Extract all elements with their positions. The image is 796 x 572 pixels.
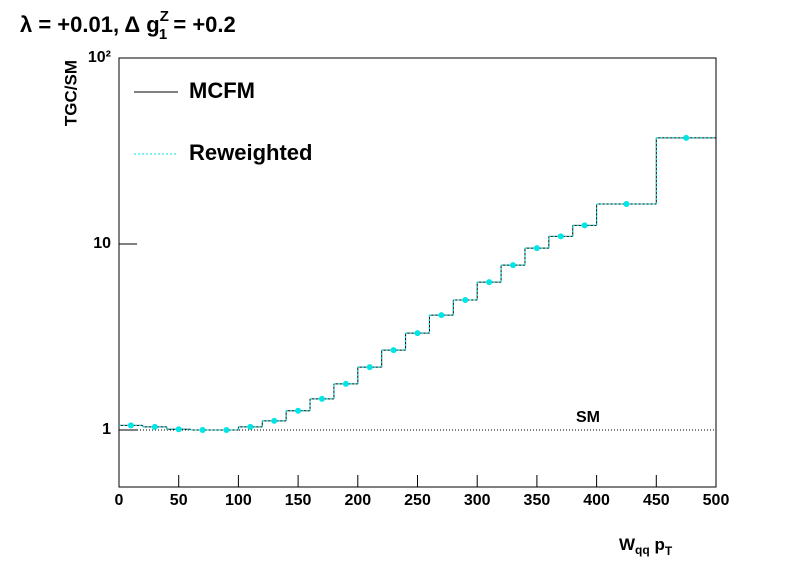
marker xyxy=(623,201,630,208)
marker xyxy=(683,134,690,141)
title-sub: 1 xyxy=(159,26,167,43)
marker xyxy=(175,426,182,433)
marker xyxy=(223,427,230,434)
marker xyxy=(510,262,517,269)
xlabel-sub: T xyxy=(665,544,673,558)
legend-label: Reweighted xyxy=(189,140,312,165)
y-tick-label: 10² xyxy=(88,49,111,66)
x-tick-label: 0 xyxy=(115,492,124,509)
marker xyxy=(199,427,206,434)
xlabel-part: W xyxy=(619,535,636,554)
title-part: λ = +0.01, Δ g xyxy=(20,12,160,37)
x-tick-label: 200 xyxy=(344,492,371,509)
marker xyxy=(390,347,397,354)
title-sup: Z xyxy=(160,8,169,25)
marker xyxy=(438,312,445,319)
marker xyxy=(366,364,373,371)
marker xyxy=(342,380,349,387)
x-tick-label: 350 xyxy=(524,492,551,509)
chart-title: λ = +0.01, Δ gZ 1 = +0.2 xyxy=(20,8,236,43)
x-tick-label: 100 xyxy=(225,492,252,509)
reference-label: SM xyxy=(576,409,600,426)
x-tick-label: 450 xyxy=(643,492,670,509)
marker xyxy=(557,233,564,240)
x-tick-label: 150 xyxy=(285,492,312,509)
marker xyxy=(462,297,469,304)
y-axis-label: TGC/SM xyxy=(61,60,80,126)
y-tick-label: 10 xyxy=(93,235,111,252)
x-tick-label: 50 xyxy=(170,492,188,509)
marker xyxy=(486,279,493,286)
title-part: = +0.2 xyxy=(167,12,236,37)
x-tick-label: 500 xyxy=(703,492,730,509)
marker xyxy=(414,330,421,337)
marker xyxy=(533,245,540,252)
y-tick-label: 1 xyxy=(102,421,111,438)
marker xyxy=(151,423,158,430)
xlabel-part: p xyxy=(650,535,665,554)
x-tick-label: 400 xyxy=(583,492,610,509)
marker xyxy=(318,395,325,402)
x-tick-label: 250 xyxy=(404,492,431,509)
marker xyxy=(271,417,278,424)
marker xyxy=(581,222,588,229)
marker xyxy=(247,423,254,430)
legend-label: MCFM xyxy=(189,78,255,103)
marker xyxy=(295,407,302,414)
marker xyxy=(127,422,134,429)
x-axis-label: Wqq pT xyxy=(619,535,673,558)
xlabel-sub: qq xyxy=(635,543,650,557)
x-tick-label: 300 xyxy=(464,492,491,509)
